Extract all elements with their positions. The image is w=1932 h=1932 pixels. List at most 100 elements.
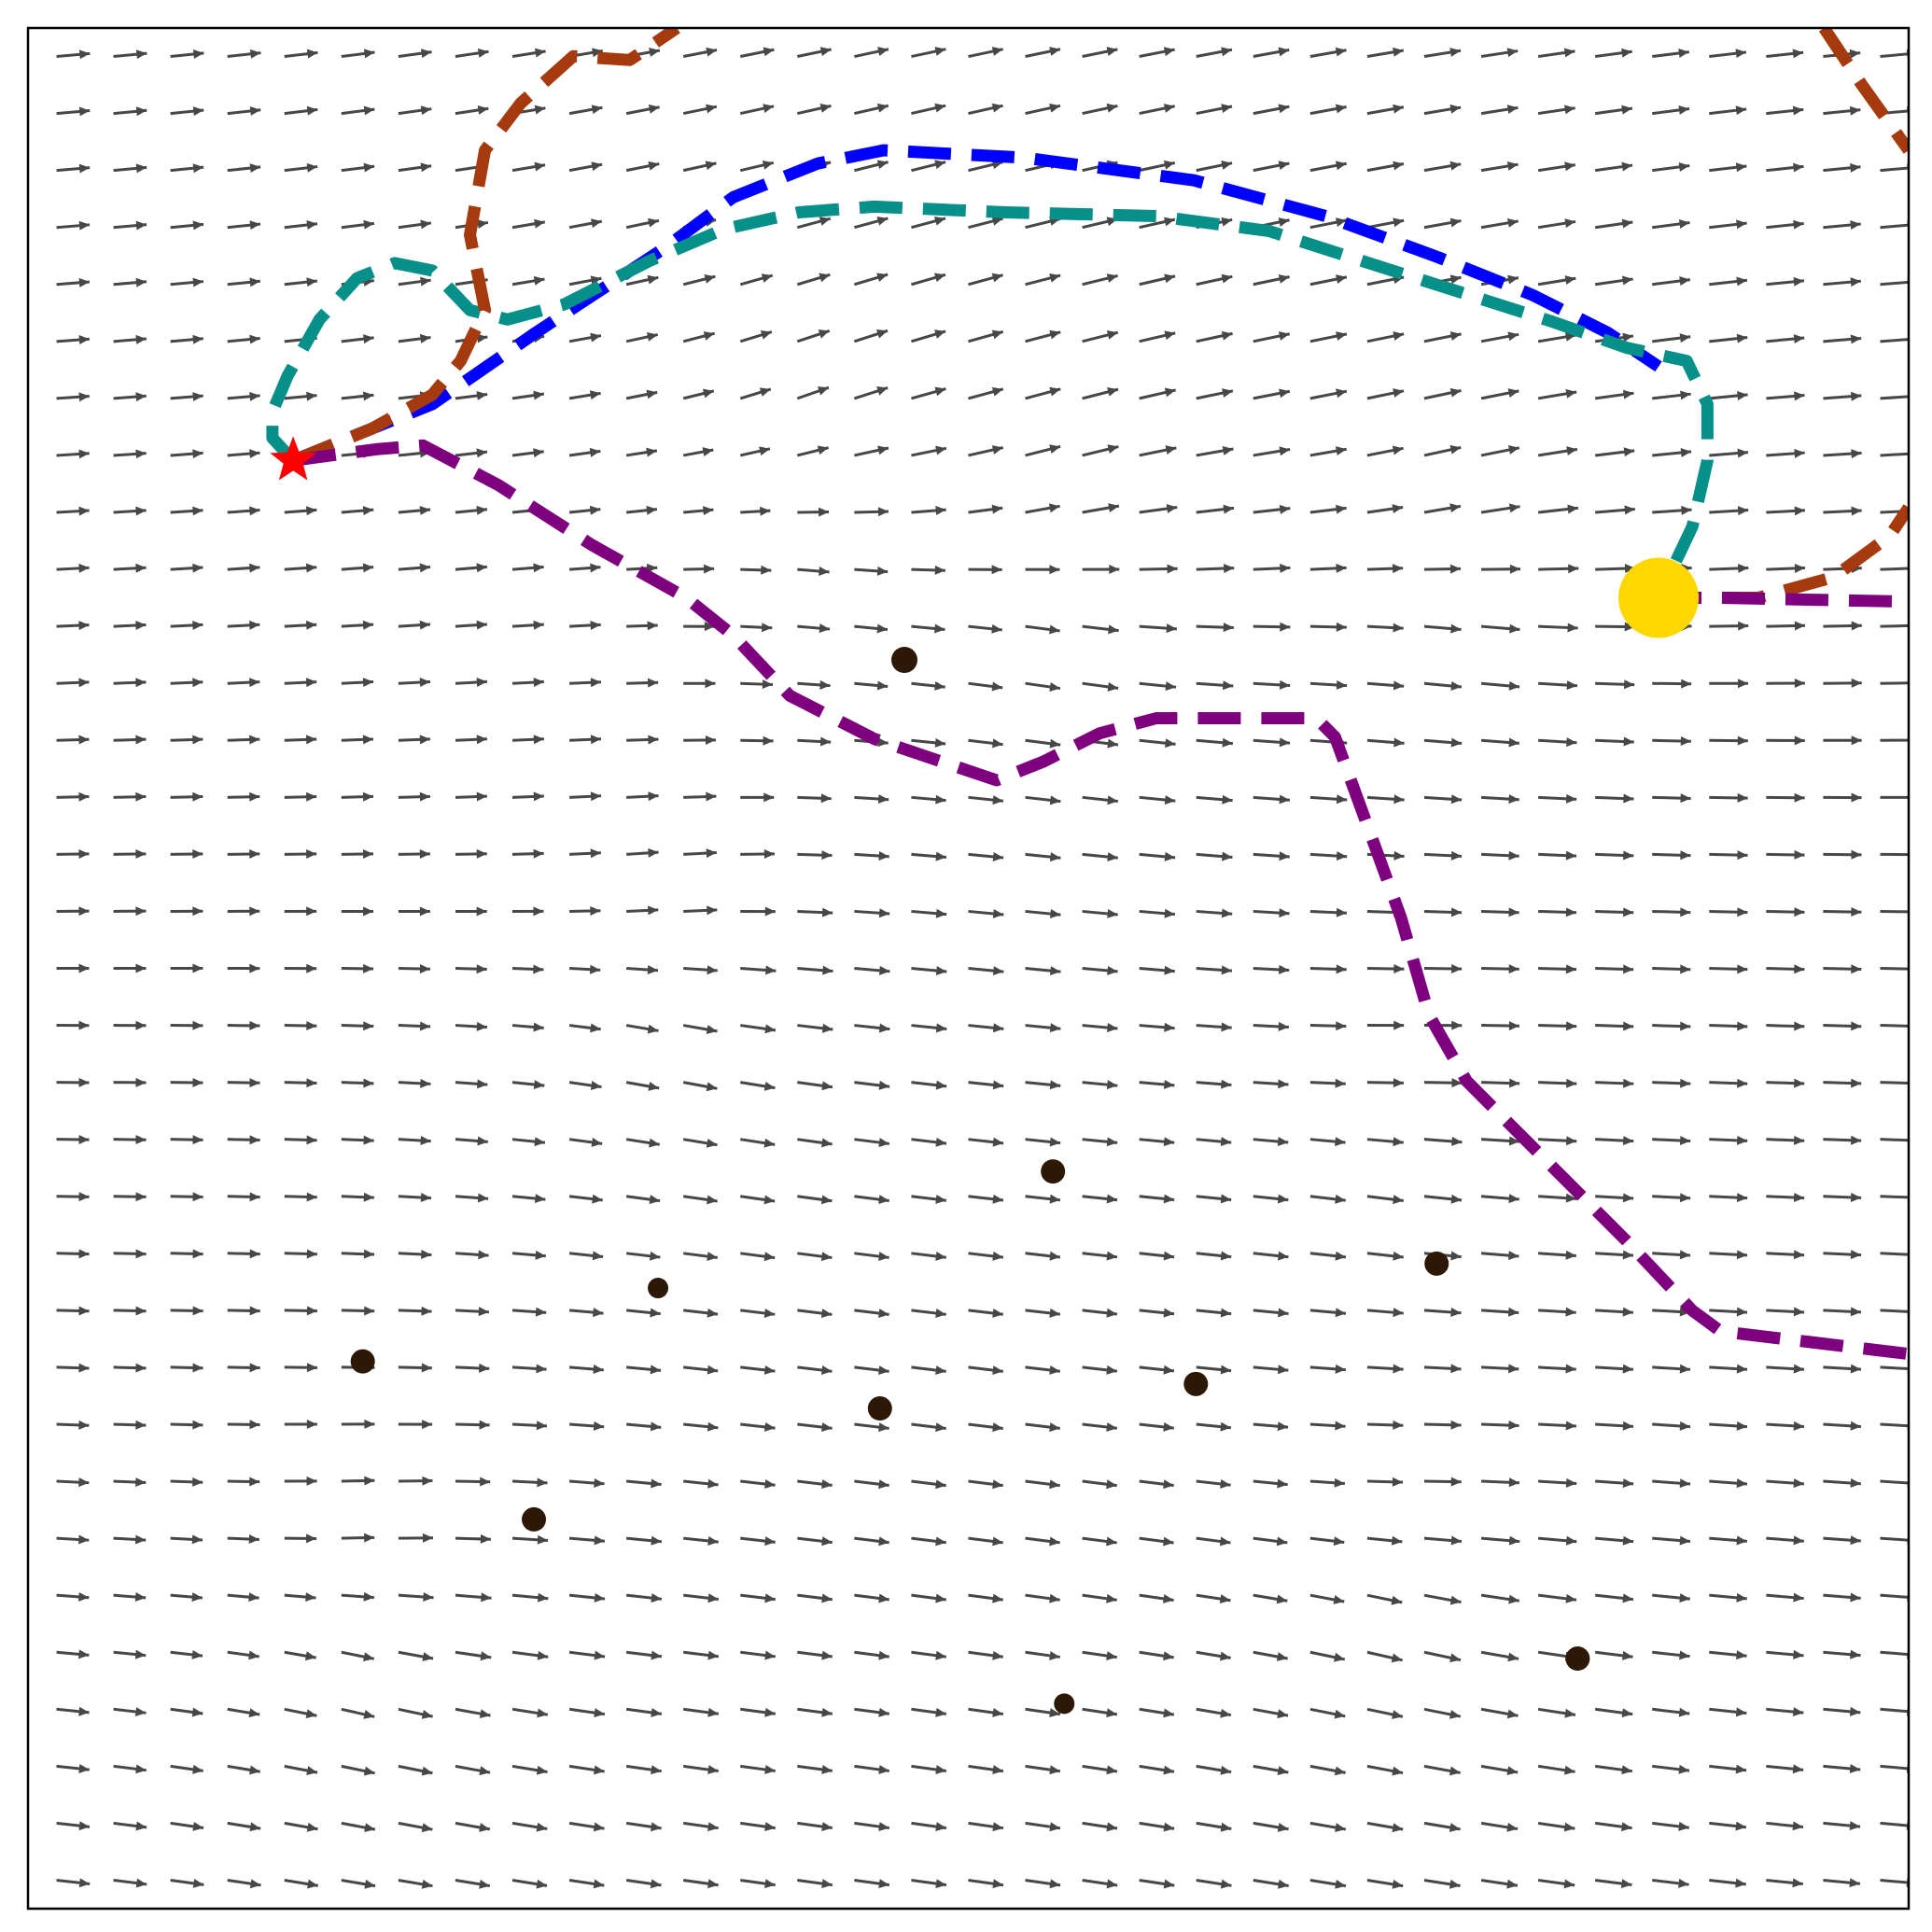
field-arrow	[1595, 1307, 1633, 1317]
field-arrow	[739, 330, 773, 343]
field-arrow	[1139, 1308, 1175, 1318]
field-arrow	[1253, 1137, 1289, 1147]
field-arrow	[1880, 1763, 1909, 1773]
field-arrow	[113, 163, 147, 174]
field-arrow	[284, 620, 317, 630]
field-arrow	[1082, 1308, 1118, 1318]
field-arrow	[683, 791, 717, 802]
obstacle-dot	[350, 1349, 375, 1374]
field-arrow	[284, 1021, 317, 1031]
field-arrow	[227, 849, 260, 860]
field-arrow	[1253, 1251, 1289, 1261]
field-arrow	[683, 848, 717, 859]
field-arrow	[682, 1138, 718, 1148]
field-arrow	[341, 162, 375, 173]
field-arrow	[341, 1078, 374, 1088]
field-arrow	[968, 1251, 1004, 1261]
field-arrow	[113, 1306, 147, 1316]
field-arrow	[682, 274, 716, 287]
field-arrow	[1823, 1592, 1861, 1603]
field-arrow	[854, 794, 889, 805]
field-arrow	[398, 1021, 431, 1031]
field-arrow	[1196, 1764, 1232, 1775]
field-arrow	[511, 1878, 548, 1889]
field-arrow	[797, 1536, 833, 1547]
field-arrow	[1423, 794, 1463, 805]
field-arrow	[1366, 388, 1405, 400]
field-arrow	[1537, 1707, 1576, 1718]
field-arrow	[341, 1135, 374, 1145]
field-arrow	[1480, 445, 1520, 457]
field-arrow	[56, 1306, 90, 1316]
field-arrow	[341, 1192, 374, 1202]
field-arrow	[911, 1707, 947, 1717]
field-arrow	[1537, 48, 1575, 59]
field-arrow	[455, 1533, 491, 1544]
field-arrow	[227, 105, 261, 116]
field-arrow	[1366, 217, 1405, 230]
field-arrow	[1823, 1878, 1861, 1888]
field-arrow	[341, 1306, 375, 1316]
field-arrow	[1309, 446, 1347, 457]
field-arrow	[56, 963, 90, 973]
field-arrow	[227, 963, 260, 973]
field-arrow	[1196, 47, 1233, 59]
field-arrow	[1025, 852, 1061, 862]
field-arrow	[170, 1592, 203, 1603]
field-arrow	[398, 906, 430, 917]
field-arrow	[1480, 331, 1519, 343]
field-arrow	[568, 161, 603, 173]
field-arrow	[911, 1593, 946, 1603]
field-arrow	[683, 506, 714, 516]
field-arrow	[398, 105, 432, 116]
field-arrow	[341, 391, 374, 401]
field-arrow	[568, 390, 601, 400]
field-arrow	[625, 1024, 659, 1034]
field-arrow	[1082, 1821, 1118, 1832]
field-arrow	[1480, 388, 1519, 400]
field-arrow	[1709, 391, 1748, 400]
field-arrow	[1709, 1650, 1747, 1660]
field-arrow	[511, 735, 544, 745]
field-arrow	[227, 1821, 261, 1832]
field-arrow	[1480, 680, 1520, 691]
field-arrow	[1082, 330, 1119, 343]
field-arrow	[968, 565, 1002, 575]
field-arrow	[284, 1878, 318, 1889]
field-arrow	[626, 621, 658, 631]
field-arrow	[1253, 622, 1291, 632]
field-arrow	[1652, 1535, 1691, 1546]
field-arrow	[568, 1364, 604, 1374]
field-arrow	[1309, 1593, 1345, 1604]
field-arrow	[740, 565, 772, 575]
field-arrow	[1366, 1308, 1404, 1318]
field-arrow	[1025, 1707, 1061, 1718]
field-arrow	[1309, 47, 1347, 59]
field-arrow	[1309, 563, 1347, 573]
field-arrow	[227, 334, 260, 344]
field-arrow	[568, 1081, 602, 1090]
field-arrow	[1025, 1137, 1061, 1147]
field-arrow	[398, 563, 431, 573]
field-arrow	[1423, 48, 1462, 59]
field-arrow	[341, 1878, 376, 1889]
field-arrow	[1766, 506, 1805, 516]
field-arrow	[1082, 444, 1119, 457]
field-arrow	[56, 1020, 90, 1030]
field-arrow	[1595, 1421, 1634, 1431]
field-arrow	[1823, 906, 1862, 917]
field-arrow	[568, 218, 603, 230]
field-arrow	[1309, 1707, 1346, 1719]
field-arrow	[1196, 1194, 1232, 1204]
field-arrow	[284, 906, 317, 917]
field-arrow	[796, 329, 831, 343]
field-arrow	[113, 563, 147, 573]
field-arrow	[113, 1363, 147, 1373]
field-arrow	[1538, 1021, 1577, 1031]
field-arrow	[683, 1308, 719, 1318]
field-arrow	[968, 1878, 1004, 1889]
field-arrow	[1880, 163, 1909, 174]
field-arrow	[1652, 276, 1690, 287]
field-arrow	[568, 964, 601, 974]
field-arrow	[284, 1135, 317, 1145]
